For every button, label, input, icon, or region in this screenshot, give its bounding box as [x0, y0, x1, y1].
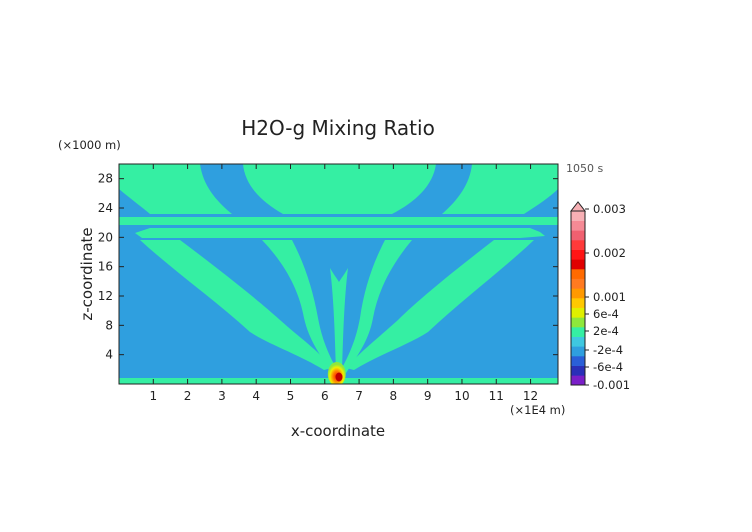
x-tick-label: 9 [424, 389, 432, 403]
x-axis-ticks: 1 2 3 4 5 6 7 8 9 10 11 12 [149, 164, 538, 403]
y-tick-label: 16 [98, 260, 113, 274]
x-tick-label: 4 [252, 389, 260, 403]
chart-title: H2O-g Mixing Ratio [241, 116, 435, 140]
colorbar-swatch [571, 220, 585, 231]
outer-right-finger [346, 240, 534, 370]
central-stem [330, 268, 348, 372]
colorbar-swatch [571, 269, 585, 279]
colorbar-swatch [571, 346, 585, 357]
upper-atmosphere-bands [119, 164, 558, 238]
x-tick-label: 8 [390, 389, 398, 403]
colorbar-swatch [571, 375, 585, 386]
y-tick-label: 20 [98, 230, 113, 244]
heatmap-plot-area [119, 164, 558, 384]
x-tick-label: 6 [321, 389, 329, 403]
colorbar-swatch [571, 356, 585, 366]
colorbar-swatch [571, 259, 585, 270]
y-tick-label: 4 [105, 348, 113, 362]
colorbar-label: -2e-4 [593, 343, 623, 357]
x-tick-label: 2 [184, 389, 192, 403]
x-tick-label: 11 [489, 389, 504, 403]
colorbar-swatch [571, 278, 585, 289]
colorbar-swatch [571, 307, 585, 318]
colorbar-swatch [571, 240, 585, 250]
outer-left-finger [140, 240, 332, 370]
y-axis-ticks: 4 8 12 16 20 24 28 [98, 172, 558, 362]
time-label: 1050 s [566, 162, 603, 175]
x-tick-label: 1 [149, 389, 157, 403]
colorbar-swatch [571, 317, 585, 328]
colorbar-label: 6e-4 [593, 307, 619, 321]
colorbar-label: -6e-4 [593, 360, 623, 374]
colorbar-swatch [571, 211, 585, 221]
inner-right-finger [340, 240, 412, 373]
colorbar-swatch [571, 298, 585, 308]
plot-frame [118, 163, 559, 385]
x-tick-label: 5 [287, 389, 295, 403]
upper-right-region [442, 164, 558, 214]
upper-center-region [243, 164, 436, 214]
y-axis-label: z-coordinate [78, 227, 96, 320]
colorbar-swatch [571, 365, 585, 376]
y-tick-label: 8 [105, 318, 113, 332]
x-axis-label: x-coordinate [291, 422, 385, 440]
x-tick-label: 12 [523, 389, 538, 403]
y-tick-label: 24 [98, 201, 113, 215]
colorbar: 0.003 0.002 0.001 6e-4 2e-4 -2e-4 -6e-4 -0.001 [569, 201, 630, 392]
colorbar-label: 0.003 [593, 202, 626, 216]
colorbar-frame [570, 210, 586, 386]
colorbar-label: 0.001 [593, 290, 626, 304]
colorbar-label: 0.002 [593, 246, 626, 260]
colorbar-label: 2e-4 [593, 324, 619, 338]
colorbar-swatch [571, 288, 585, 299]
x-axis-unit: (×1E4 m) [510, 403, 565, 417]
y-axis-unit: (×1000 m) [58, 138, 121, 152]
y-tick-label: 28 [98, 172, 113, 186]
x-tick-label: 10 [454, 389, 469, 403]
y-tick-label: 12 [98, 289, 113, 303]
colorbar-swatch [571, 249, 585, 260]
colorbar-label: -0.001 [593, 378, 630, 392]
stratified-layer-lower [135, 228, 545, 238]
stratified-layer-upper [119, 217, 558, 225]
upper-left-region [119, 164, 232, 214]
colorbar-swatch [571, 336, 585, 347]
colorbar-top-arrow [569, 201, 587, 212]
emission-source-core [335, 372, 343, 382]
inner-left-finger [262, 240, 338, 373]
colorbar-swatch [571, 327, 585, 337]
x-tick-label: 3 [218, 389, 226, 403]
x-tick-label: 7 [355, 389, 363, 403]
colorbar-swatch [571, 230, 585, 241]
